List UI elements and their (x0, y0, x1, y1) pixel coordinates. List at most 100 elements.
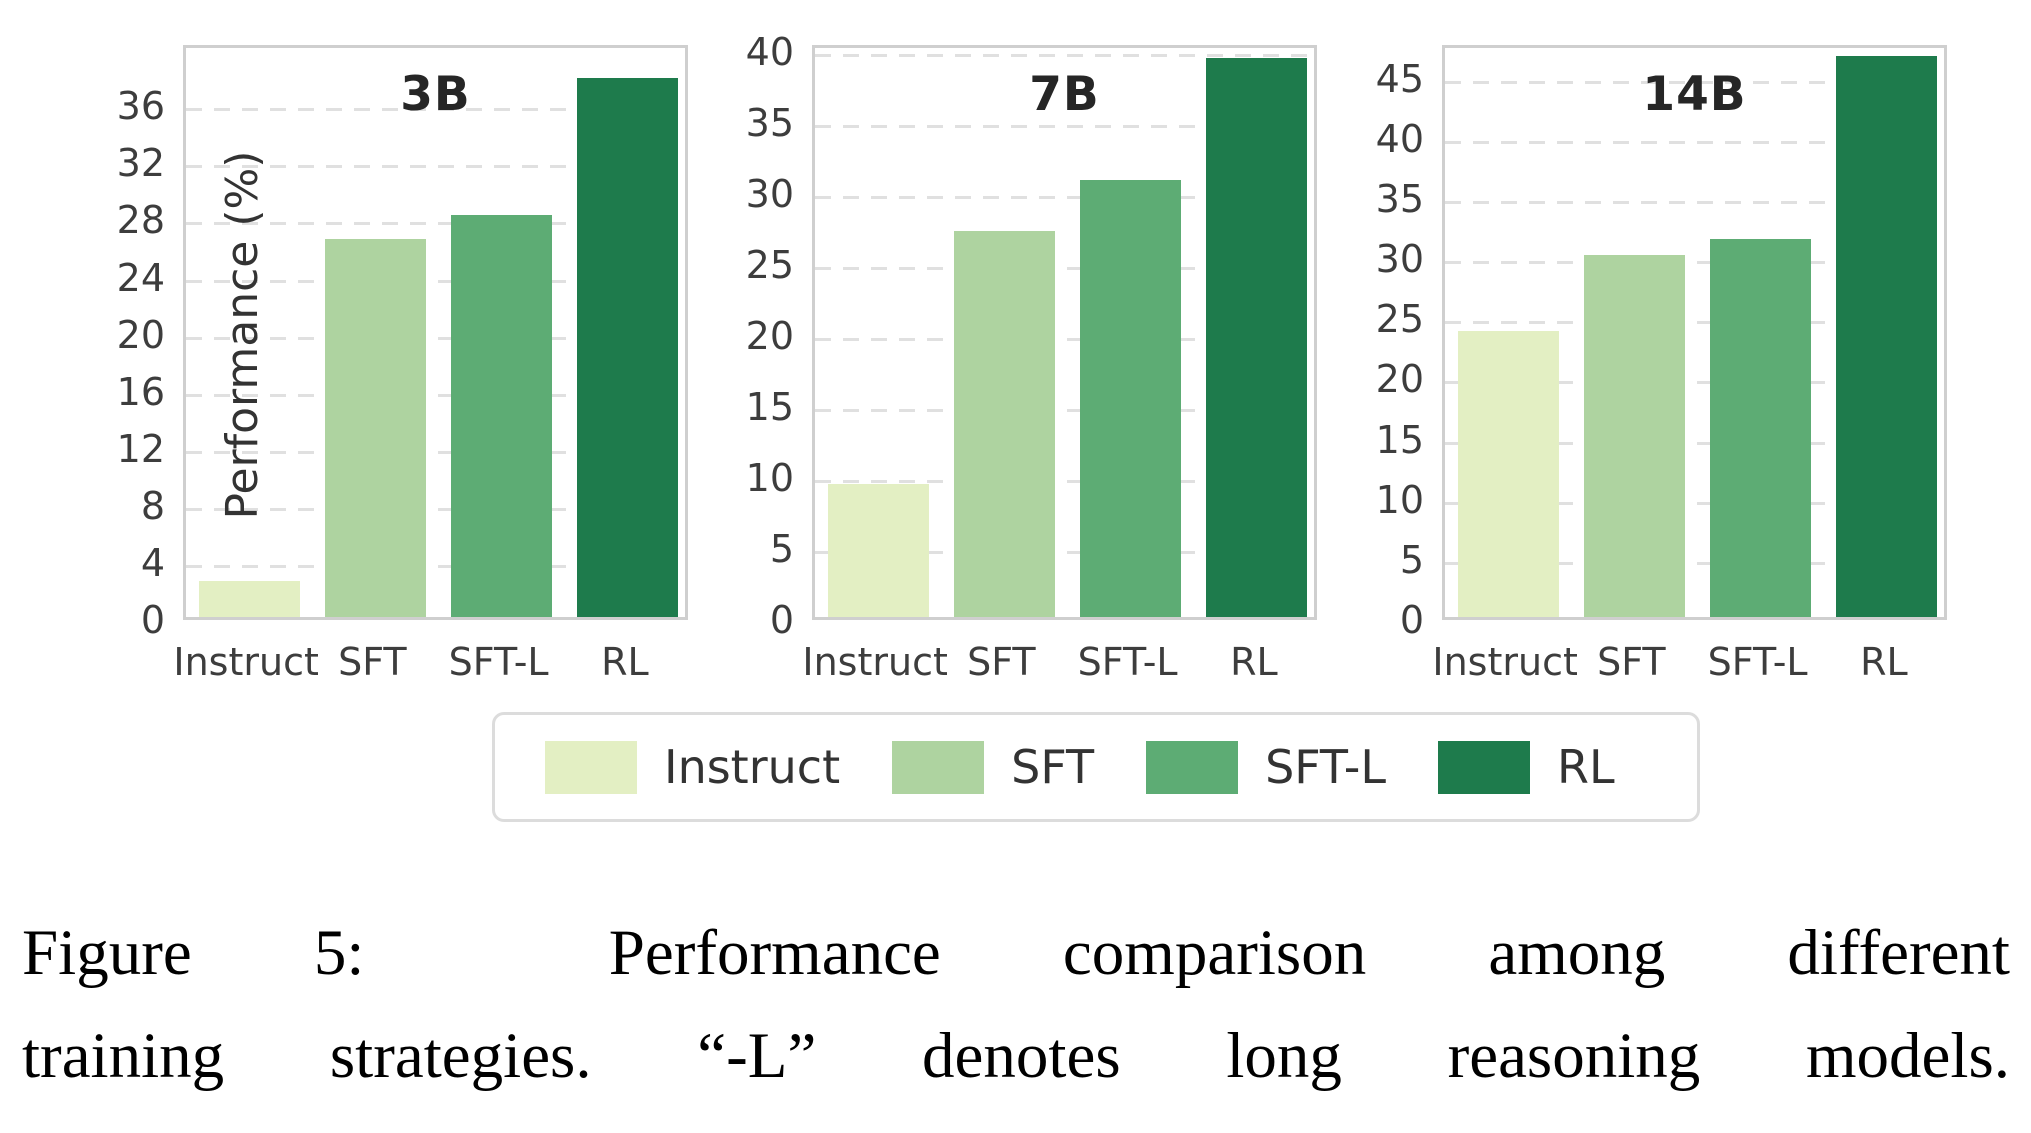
y-axis-label: Performance (%) (217, 150, 268, 520)
y-tick-label: 45 (1375, 56, 1424, 101)
legend-label: SFT (1011, 740, 1095, 794)
y-tick-label: 28 (116, 198, 165, 243)
y-tick-label: 5 (1399, 537, 1424, 582)
gridline-y-20 (815, 338, 1314, 342)
x-tick-label: SFT (967, 640, 1036, 684)
bar-rl (577, 77, 679, 617)
y-tick-label: 12 (116, 426, 165, 471)
caption-line-1: Figure 5: Performance comparison among d… (22, 917, 2010, 989)
gridline-y-15 (815, 409, 1314, 413)
legend-swatch (1146, 740, 1239, 794)
gridline-y-15 (1445, 441, 1944, 445)
figure-caption: Figure 5: Performance comparison among d… (22, 902, 2010, 1108)
legend-item-rl: RL (1438, 740, 1615, 794)
bar-chart-7b: 0 5 10 15 20 25 30 35 40 7B Instruct SFT SFT-L RL (746, 0, 1317, 710)
gridline-y-36 (186, 108, 685, 112)
gridline-y-16 (186, 393, 685, 397)
plot-area (812, 45, 1317, 620)
x-tick-label: Instruct (173, 640, 319, 684)
chart-title: 14B (1642, 67, 1747, 122)
gridline-y-4 (186, 564, 685, 568)
caption-line-2: training strategies. “-L” denotes long r… (22, 1020, 2010, 1092)
y-tick-label: 15 (1375, 417, 1424, 462)
bar-sft-l (1710, 239, 1812, 617)
y-tick-label: 0 (769, 598, 794, 642)
legend-label: Instruct (664, 740, 841, 794)
bar-rl (1206, 57, 1308, 617)
gridline-y-20 (1445, 381, 1944, 385)
bar-sft (953, 230, 1055, 617)
bar-rl (1836, 56, 1938, 617)
x-tick-label: RL (1230, 640, 1278, 684)
y-tick-label: 40 (1375, 116, 1424, 161)
gridline-y-10 (815, 480, 1314, 484)
gridline-y-10 (1445, 501, 1944, 505)
legend-item-sft: SFT (892, 740, 1095, 794)
y-tick-label: 20 (1375, 357, 1424, 402)
gridline-y-32 (186, 165, 685, 169)
x-tick-label: SFT-L (1077, 640, 1178, 684)
chart-title: 3B (400, 67, 471, 122)
legend-item-instruct: Instruct (545, 740, 841, 794)
gridline-y-30 (815, 196, 1314, 200)
y-tick-label: 30 (1375, 237, 1424, 282)
bar-sft-l (451, 214, 553, 617)
x-tick-label: RL (601, 640, 649, 684)
gridline-y-28 (186, 222, 685, 226)
x-tick-label: SFT-L (1707, 640, 1808, 684)
gridline-y-30 (1445, 261, 1944, 265)
gridline-y-45 (1445, 80, 1944, 84)
y-tick-label: 24 (116, 255, 165, 300)
gridline-y-40 (1445, 140, 1944, 144)
x-tick-label: SFT (1597, 640, 1666, 684)
bar-instruct (827, 483, 929, 617)
legend-swatch (545, 740, 637, 794)
bar-sft-l (1080, 179, 1182, 617)
x-tick-label: Instruct (1432, 640, 1578, 684)
gridline-y-5 (1445, 561, 1944, 565)
gridline-y-20 (186, 336, 685, 340)
y-tick-label: 0 (1399, 598, 1424, 642)
legend-swatch (1438, 740, 1531, 794)
gridline-y-25 (1445, 321, 1944, 325)
gridline-y-8 (186, 507, 685, 511)
legend-label: RL (1557, 740, 1615, 794)
y-tick-label: 20 (745, 314, 794, 359)
y-tick-label: 5 (769, 527, 794, 571)
y-tick-label: 25 (745, 243, 794, 288)
y-tick-label: 10 (1375, 477, 1424, 522)
y-tick-label: 36 (116, 84, 165, 129)
bar-chart-14b: 0 5 10 15 20 25 30 35 40 45 14B Instruct SFT SFT-L RL (1376, 0, 1947, 710)
bar-sft (1583, 254, 1685, 617)
gridline-y-24 (186, 279, 685, 283)
y-tick-label: 40 (745, 30, 794, 75)
legend: Instruct SFT SFT-L RL (492, 712, 1700, 822)
legend-item-sft-l: SFT-L (1146, 740, 1386, 794)
x-tick-label: SFT (338, 640, 407, 684)
bar-instruct (1457, 330, 1559, 617)
y-tick-label: 20 (116, 312, 165, 357)
y-tick-label: 4 (140, 540, 165, 585)
plot-area (183, 45, 688, 620)
x-tick-label: Instruct (802, 640, 948, 684)
bar-sft (324, 238, 426, 617)
bar-chart-3b: 0 4 8 12 16 20 24 28 32 36 3B Instruct SFT SFT-L RL Per… (117, 0, 688, 710)
gridline-y-5 (815, 551, 1314, 554)
x-tick-label: RL (1860, 640, 1908, 684)
y-tick-label: 15 (745, 385, 794, 430)
y-tick-label: 30 (745, 172, 794, 217)
x-tick-label: SFT-L (448, 640, 549, 684)
y-tick-label: 10 (745, 456, 794, 501)
plot-area (1442, 45, 1947, 620)
gridline-y-25 (815, 267, 1314, 271)
legend-swatch (892, 740, 985, 794)
gridline-y-35 (815, 125, 1314, 129)
gridline-y-40 (815, 54, 1314, 58)
chart-title: 7B (1029, 67, 1100, 122)
y-tick-label: 25 (1375, 297, 1424, 342)
y-tick-label: 32 (116, 141, 165, 186)
gridline-y-12 (186, 450, 685, 454)
bar-instruct (198, 581, 300, 617)
y-tick-label: 35 (745, 101, 794, 146)
